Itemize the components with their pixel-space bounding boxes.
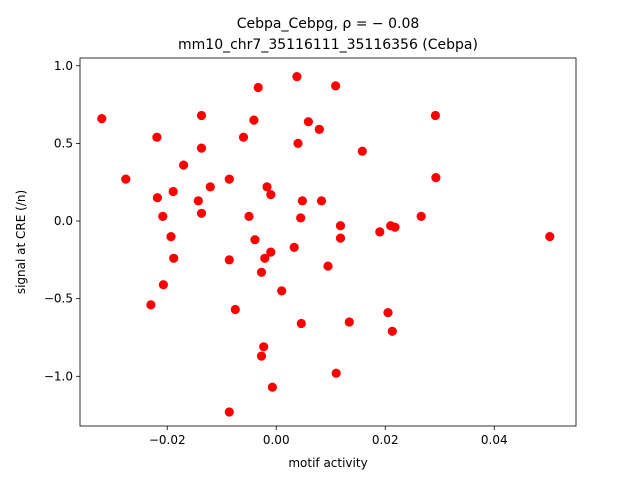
data-point — [431, 173, 441, 183]
data-point — [316, 196, 327, 206]
data-point — [244, 211, 254, 221]
data-point — [193, 196, 203, 206]
data-point — [224, 174, 234, 184]
data-point — [253, 82, 263, 93]
data-point — [266, 190, 276, 200]
data-point — [256, 267, 267, 277]
data-point — [296, 213, 306, 223]
x-tick-label: 0.04 — [481, 433, 508, 447]
data-point — [224, 407, 234, 417]
data-point — [375, 227, 385, 237]
data-point — [296, 318, 306, 329]
data-point — [297, 196, 307, 206]
data-point — [168, 186, 178, 197]
data-point — [146, 300, 156, 310]
y-tick-label: 0.0 — [54, 214, 73, 228]
data-point — [205, 182, 215, 192]
y-tick-label: 1.0 — [54, 59, 73, 73]
data-point — [196, 143, 207, 153]
data-point — [259, 342, 269, 352]
y-tick-label: −0.5 — [44, 292, 73, 306]
x-axis-label: motif activity — [288, 456, 367, 470]
y-tick-label: 0.5 — [54, 136, 73, 150]
data-point — [158, 280, 168, 290]
x-tick-label: 0.02 — [372, 433, 399, 447]
y-tick-label: −1.0 — [44, 369, 73, 383]
data-point — [390, 222, 400, 232]
data-point — [121, 174, 131, 184]
data-point — [344, 317, 354, 327]
data-point — [331, 81, 341, 91]
data-point — [97, 114, 107, 124]
data-point — [169, 253, 179, 263]
data-point — [416, 211, 426, 221]
data-point — [166, 232, 176, 242]
data-point — [196, 208, 207, 218]
data-point — [152, 193, 162, 203]
data-point — [357, 146, 367, 156]
data-point — [387, 326, 397, 336]
data-point — [430, 110, 440, 121]
data-point — [277, 286, 287, 296]
data-point — [303, 117, 313, 127]
data-point — [152, 132, 162, 142]
data-point — [266, 247, 276, 257]
y-axis-label: signal at CRE (/n) — [14, 190, 28, 294]
data-point — [323, 261, 333, 271]
x-axis-ticks: −0.02 0.00 0.02 0.04 — [149, 426, 508, 447]
data-point — [260, 253, 270, 263]
data-point — [196, 110, 207, 121]
chart-title-line1: Cebpa_Cebpg, ρ = − 0.08 — [237, 16, 420, 32]
data-point — [179, 160, 189, 170]
data-point — [314, 124, 324, 134]
data-point — [256, 351, 267, 361]
data-point — [262, 182, 272, 192]
data-point — [383, 308, 393, 318]
x-tick-label: 0.00 — [263, 433, 290, 447]
data-point — [292, 72, 302, 82]
data-point — [238, 132, 249, 142]
y-axis-ticks: −1.0 −0.5 0.0 0.5 1.0 — [44, 59, 80, 383]
data-point — [331, 368, 341, 378]
plot-frame — [79, 57, 577, 427]
data-point — [335, 233, 346, 243]
data-point — [224, 255, 234, 265]
data-point — [250, 235, 260, 245]
data-points — [97, 72, 555, 417]
data-point — [289, 242, 299, 252]
data-point — [293, 138, 303, 148]
data-point — [545, 232, 555, 242]
data-point — [335, 221, 346, 231]
chart-title-line2: mm10_chr7_35116111_35116356 (Cebpa) — [178, 37, 478, 53]
data-point — [249, 115, 259, 125]
data-point — [267, 382, 277, 392]
x-tick-label: −0.02 — [149, 433, 186, 447]
data-point — [158, 211, 168, 221]
data-point — [230, 304, 240, 315]
